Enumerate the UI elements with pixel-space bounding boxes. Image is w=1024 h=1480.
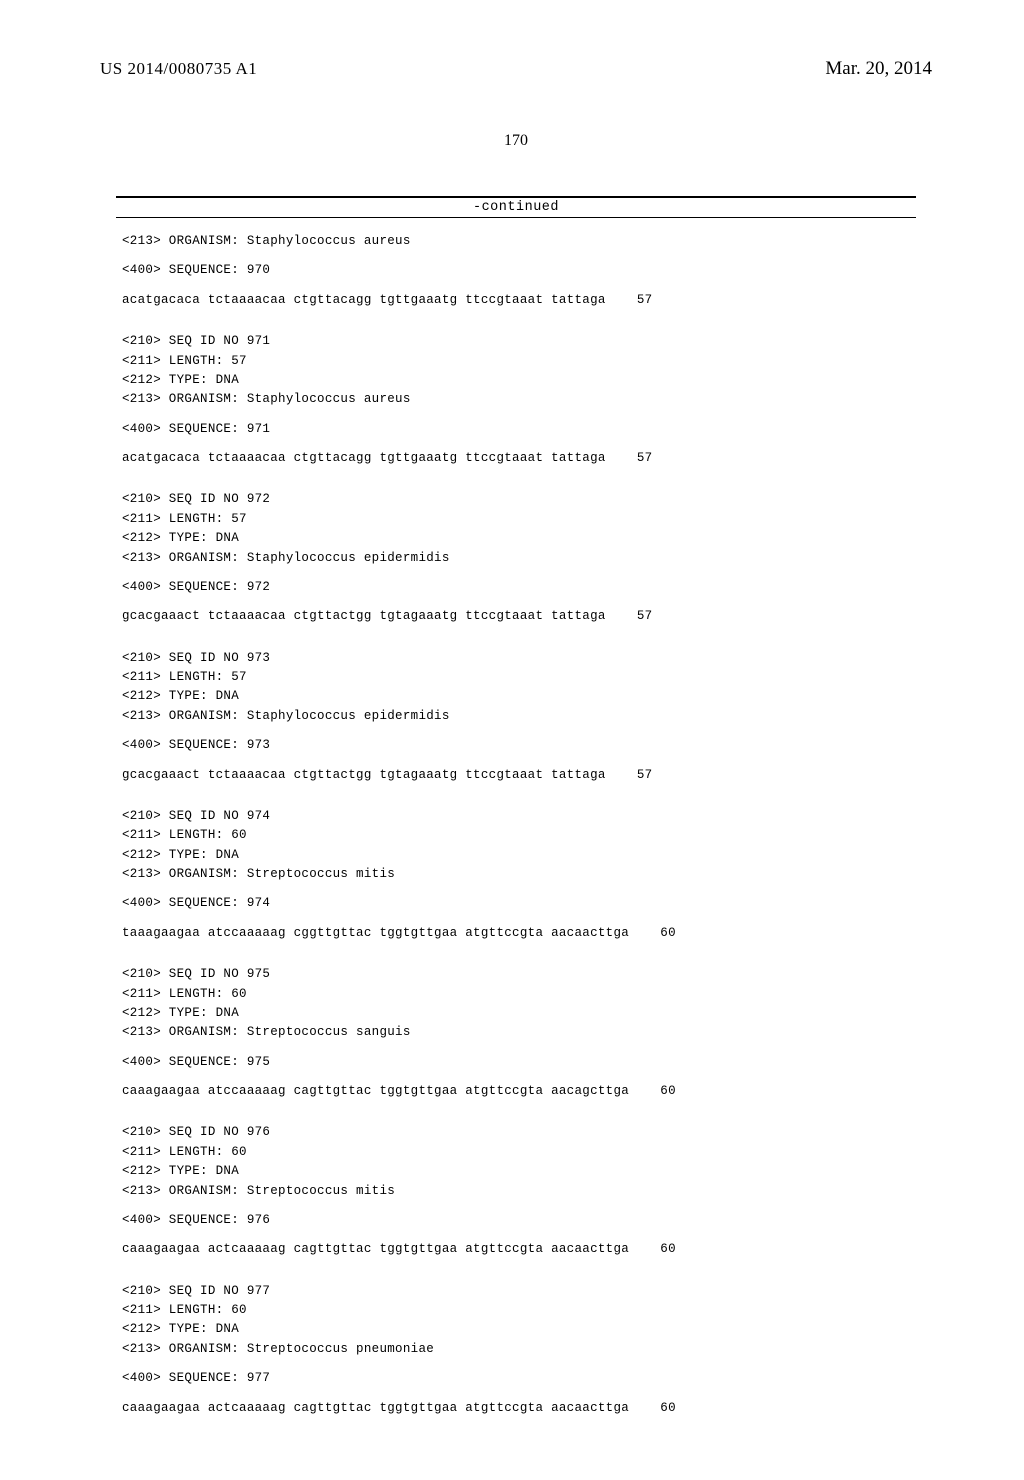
- sequence-label-line: <400> SEQUENCE: 972: [122, 578, 910, 597]
- organism-line: <213> ORGANISM: Staphylococcus epidermid…: [122, 549, 910, 568]
- organism-line: <213> ORGANISM: Streptococcus sanguis: [122, 1023, 910, 1042]
- sequence-entry: <210> SEQ ID NO 975<211> LENGTH: 60<212>…: [122, 965, 910, 1101]
- sequence-entry: <210> SEQ ID NO 972<211> LENGTH: 57<212>…: [122, 490, 910, 626]
- sequence-text: acatgacaca tctaaaacaa ctgttacagg tgttgaa…: [122, 293, 652, 307]
- sequence-entry: <210> SEQ ID NO 971<211> LENGTH: 57<212>…: [122, 332, 910, 468]
- sequence-entry: <210> SEQ ID NO 974<211> LENGTH: 60<212>…: [122, 807, 910, 943]
- entry-meta: <210> SEQ ID NO 972<211> LENGTH: 57<212>…: [122, 490, 910, 568]
- length-line: <211> LENGTH: 57: [122, 352, 910, 371]
- publication-date: Mar. 20, 2014: [825, 58, 932, 80]
- organism-line: <213> ORGANISM: Streptococcus mitis: [122, 865, 910, 884]
- sequence-listing: <213> ORGANISM: Staphylococcus aureus <4…: [122, 232, 910, 1418]
- entry-meta: <210> SEQ ID NO 971<211> LENGTH: 57<212>…: [122, 332, 910, 410]
- entry-meta: <210> SEQ ID NO 974<211> LENGTH: 60<212>…: [122, 807, 910, 885]
- seq-id-line: <210> SEQ ID NO 975: [122, 965, 910, 984]
- sequence-label: <400> SEQUENCE: 975: [122, 1053, 910, 1072]
- continued-label: -continued: [116, 200, 916, 215]
- length-line: <211> LENGTH: 60: [122, 1301, 910, 1320]
- length-line: <211> LENGTH: 60: [122, 985, 910, 1004]
- type-line: <212> TYPE: DNA: [122, 846, 910, 865]
- organism-line: <213> ORGANISM: Streptococcus mitis: [122, 1182, 910, 1201]
- page-header: US 2014/0080735 A1 Mar. 20, 2014: [100, 58, 932, 80]
- organism-line: <213> ORGANISM: Staphylococcus aureus: [122, 390, 910, 409]
- sequence-label-line: <400> SEQUENCE: 974: [122, 894, 910, 913]
- entry-meta: <210> SEQ ID NO 973<211> LENGTH: 57<212>…: [122, 649, 910, 727]
- sequence-line: taaagaagaa atccaaaaag cggttgttac tggtgtt…: [122, 924, 910, 943]
- sequence-label: <400> SEQUENCE: 974: [122, 894, 910, 913]
- sequence-line: caaagaagaa actcaaaaag cagttgttac tggtgtt…: [122, 1399, 910, 1418]
- sequence-label-line: <400> SEQUENCE: 976: [122, 1211, 910, 1230]
- length-line: <211> LENGTH: 60: [122, 826, 910, 845]
- type-line: <212> TYPE: DNA: [122, 687, 910, 706]
- page-number: 170: [100, 132, 932, 150]
- seq-id-line: <210> SEQ ID NO 973: [122, 649, 910, 668]
- sequence-label-line: <400> SEQUENCE: 977: [122, 1369, 910, 1388]
- sequence-label-line: <400> SEQUENCE: 973: [122, 736, 910, 755]
- entry-meta: <210> SEQ ID NO 975<211> LENGTH: 60<212>…: [122, 965, 910, 1043]
- continued-divider: -continued: [116, 196, 916, 218]
- organism-line: <213> ORGANISM: Staphylococcus epidermid…: [122, 707, 910, 726]
- type-line: <212> TYPE: DNA: [122, 371, 910, 390]
- seq-id-line: <210> SEQ ID NO 977: [122, 1282, 910, 1301]
- type-line: <212> TYPE: DNA: [122, 1162, 910, 1181]
- seq-id-line: <210> SEQ ID NO 971: [122, 332, 910, 351]
- sequence-label-line: <400> SEQUENCE: 975: [122, 1053, 910, 1072]
- type-line: <212> TYPE: DNA: [122, 1320, 910, 1339]
- sequence-line: acatgacaca tctaaaacaa ctgttacagg tgttgaa…: [122, 449, 910, 468]
- sequence-line: acatgacaca tctaaaacaa ctgttacagg tgttgaa…: [122, 291, 910, 310]
- sequence-line: gcacgaaact tctaaaacaa ctgttactgg tgtagaa…: [122, 766, 910, 785]
- organism-line: <213> ORGANISM: Streptococcus pneumoniae: [122, 1340, 910, 1359]
- sequence-entry: <210> SEQ ID NO 977<211> LENGTH: 60<212>…: [122, 1282, 910, 1418]
- sequence-line: gcacgaaact tctaaaacaa ctgttactgg tgtagaa…: [122, 607, 910, 626]
- sequence-label: <400> SEQUENCE: 972: [122, 578, 910, 597]
- entry-meta: <210> SEQ ID NO 977<211> LENGTH: 60<212>…: [122, 1282, 910, 1360]
- publication-id: US 2014/0080735 A1: [100, 59, 257, 79]
- type-line: <212> TYPE: DNA: [122, 1004, 910, 1023]
- sequence-entry: <210> SEQ ID NO 976<211> LENGTH: 60<212>…: [122, 1123, 910, 1259]
- sequence-line: caaagaagaa actcaaaaag cagttgttac tggtgtt…: [122, 1240, 910, 1259]
- length-line: <211> LENGTH: 57: [122, 668, 910, 687]
- entry-meta: <210> SEQ ID NO 976<211> LENGTH: 60<212>…: [122, 1123, 910, 1201]
- sequence-entry-first: <213> ORGANISM: Staphylococcus aureus <4…: [122, 232, 910, 310]
- entries-container: <210> SEQ ID NO 971<211> LENGTH: 57<212>…: [122, 332, 910, 1418]
- length-line: <211> LENGTH: 57: [122, 510, 910, 529]
- sequence-line: caaagaagaa atccaaaaag cagttgttac tggtgtt…: [122, 1082, 910, 1101]
- entry-meta: <213> ORGANISM: Staphylococcus aureus: [122, 232, 910, 251]
- sequence-label: <400> SEQUENCE: 970: [122, 261, 910, 280]
- sequence-label-line: <400> SEQUENCE: 971: [122, 420, 910, 439]
- patent-page: US 2014/0080735 A1 Mar. 20, 2014 170 -co…: [0, 0, 1024, 1480]
- type-line: <212> TYPE: DNA: [122, 529, 910, 548]
- organism-line: <213> ORGANISM: Staphylococcus aureus: [122, 232, 910, 251]
- length-line: <211> LENGTH: 60: [122, 1143, 910, 1162]
- seq-id-line: <210> SEQ ID NO 976: [122, 1123, 910, 1142]
- seq-id-line: <210> SEQ ID NO 974: [122, 807, 910, 826]
- sequence-entry: <210> SEQ ID NO 973<211> LENGTH: 57<212>…: [122, 649, 910, 785]
- sequence-label: <400> SEQUENCE: 971: [122, 420, 910, 439]
- sequence-label: <400> SEQUENCE: 976: [122, 1211, 910, 1230]
- sequence-label: <400> SEQUENCE: 977: [122, 1369, 910, 1388]
- seq-id-line: <210> SEQ ID NO 972: [122, 490, 910, 509]
- sequence-label: <400> SEQUENCE: 973: [122, 736, 910, 755]
